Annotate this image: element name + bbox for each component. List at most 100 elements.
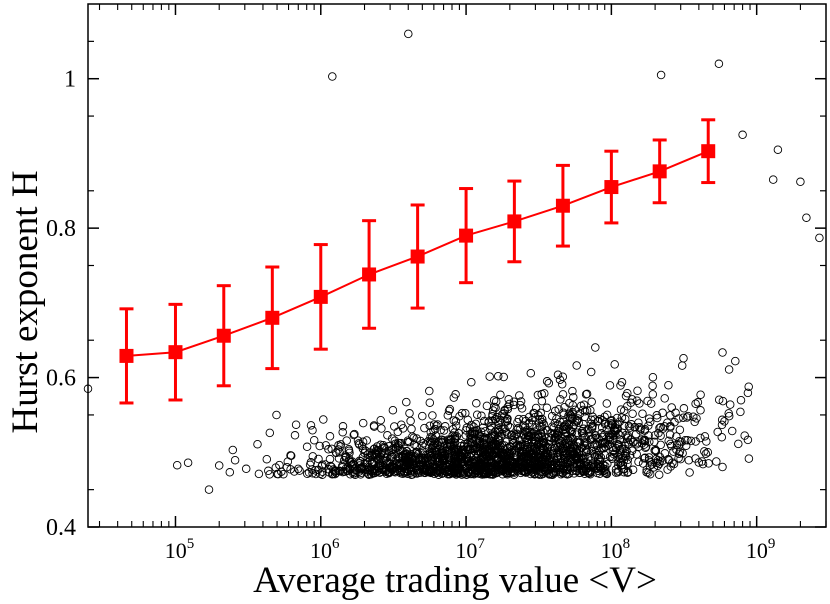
scatter-point xyxy=(712,457,721,466)
scatter-point xyxy=(421,463,431,472)
scatter-point xyxy=(516,397,526,406)
scatter-point xyxy=(496,457,505,466)
scatter-point xyxy=(461,426,471,435)
scatter-point xyxy=(422,467,432,477)
scatter-point xyxy=(623,401,632,411)
scatter-point xyxy=(559,423,568,432)
scatter-point xyxy=(241,464,251,474)
scatter-point xyxy=(387,434,397,443)
scatter-point xyxy=(437,435,447,445)
scatter-point xyxy=(544,378,554,388)
scatter-point xyxy=(325,432,335,441)
scatter-point xyxy=(496,390,505,400)
scatter-point xyxy=(524,454,534,463)
scatter-point xyxy=(444,435,453,444)
scatter-point xyxy=(544,456,554,465)
scatter-point xyxy=(602,410,612,420)
scatter-point xyxy=(480,416,489,426)
scatter-point xyxy=(635,399,644,408)
scatter-point xyxy=(380,443,390,453)
scatter-point xyxy=(406,416,415,426)
scatter-point xyxy=(394,438,403,448)
scatter-point xyxy=(271,463,281,472)
scatter-point xyxy=(230,455,240,465)
scatter-point xyxy=(714,59,724,69)
scatter-point xyxy=(427,447,437,457)
scatter-point xyxy=(524,465,533,475)
scatter-point xyxy=(451,470,461,479)
scatter-point xyxy=(585,468,594,478)
scatter-point xyxy=(447,435,456,445)
scatter-point xyxy=(597,439,607,448)
scatter-point xyxy=(345,454,354,464)
binned-mean-marker xyxy=(507,214,522,229)
scatter-point xyxy=(444,406,454,416)
scatter-point xyxy=(579,454,588,463)
scatter-point xyxy=(530,409,539,418)
scatter-point xyxy=(597,423,607,432)
scatter-point xyxy=(558,443,568,452)
scatter-point xyxy=(632,396,642,405)
scatter-point xyxy=(443,411,453,420)
scatter-point xyxy=(535,461,545,470)
scatter-point xyxy=(664,380,673,390)
scatter-point xyxy=(497,440,507,450)
scatter-point xyxy=(655,423,664,433)
scatter-point xyxy=(567,433,576,442)
scatter-point xyxy=(633,386,642,395)
scatter-point xyxy=(526,368,536,378)
scatter-point xyxy=(572,454,582,464)
scatter-point xyxy=(409,440,419,449)
scatter-point xyxy=(282,462,292,472)
scatter-point xyxy=(328,72,337,81)
scatter-point xyxy=(492,413,502,422)
scatter-point xyxy=(734,439,743,449)
scatter-point xyxy=(437,457,447,466)
scatter-point xyxy=(428,411,437,420)
scatter-point xyxy=(691,399,700,408)
scatter-point xyxy=(539,419,548,429)
scatter-point xyxy=(451,458,461,467)
scatter-point xyxy=(384,468,394,478)
scatter-point xyxy=(411,468,420,478)
scatter-point xyxy=(572,444,582,454)
scatter-point xyxy=(679,404,689,413)
scatter-point xyxy=(306,421,316,430)
scatter-point xyxy=(714,395,724,404)
scatter-point xyxy=(597,443,606,453)
scatter-point xyxy=(549,423,558,432)
scatter-point xyxy=(550,463,560,472)
x-tick-label: 106 xyxy=(310,536,340,563)
scatter-point xyxy=(344,444,354,454)
scatter-point xyxy=(602,399,612,408)
scatter-point xyxy=(350,470,360,479)
scatter-point xyxy=(614,467,623,476)
scatter-point xyxy=(338,427,347,437)
scatter-point xyxy=(466,453,475,462)
scatter-point xyxy=(496,466,506,476)
scatter-point xyxy=(517,466,527,476)
scatter-point xyxy=(204,485,214,494)
scatter-point xyxy=(429,420,439,429)
binned-mean-marker xyxy=(168,345,183,360)
scatter-point xyxy=(652,411,662,420)
scatter-point xyxy=(582,464,591,474)
scatter-point xyxy=(660,422,669,431)
scatter-point xyxy=(689,412,698,421)
scatter-point xyxy=(509,400,519,410)
scatter-point xyxy=(675,425,685,435)
scatter-point xyxy=(628,409,637,418)
scatter-point xyxy=(717,432,727,442)
scatter-point xyxy=(476,427,486,437)
scatter-point xyxy=(686,436,696,446)
scatter-point xyxy=(303,469,312,479)
scatter-point xyxy=(536,408,545,418)
binned-mean-marker xyxy=(265,310,280,325)
scatter-point xyxy=(614,441,624,450)
scatter-point xyxy=(330,467,340,476)
scatter-point xyxy=(587,424,597,433)
scatter-point xyxy=(459,467,469,476)
scatter-point xyxy=(531,462,541,472)
scatter-point xyxy=(556,395,565,404)
scatter-point xyxy=(432,445,442,455)
